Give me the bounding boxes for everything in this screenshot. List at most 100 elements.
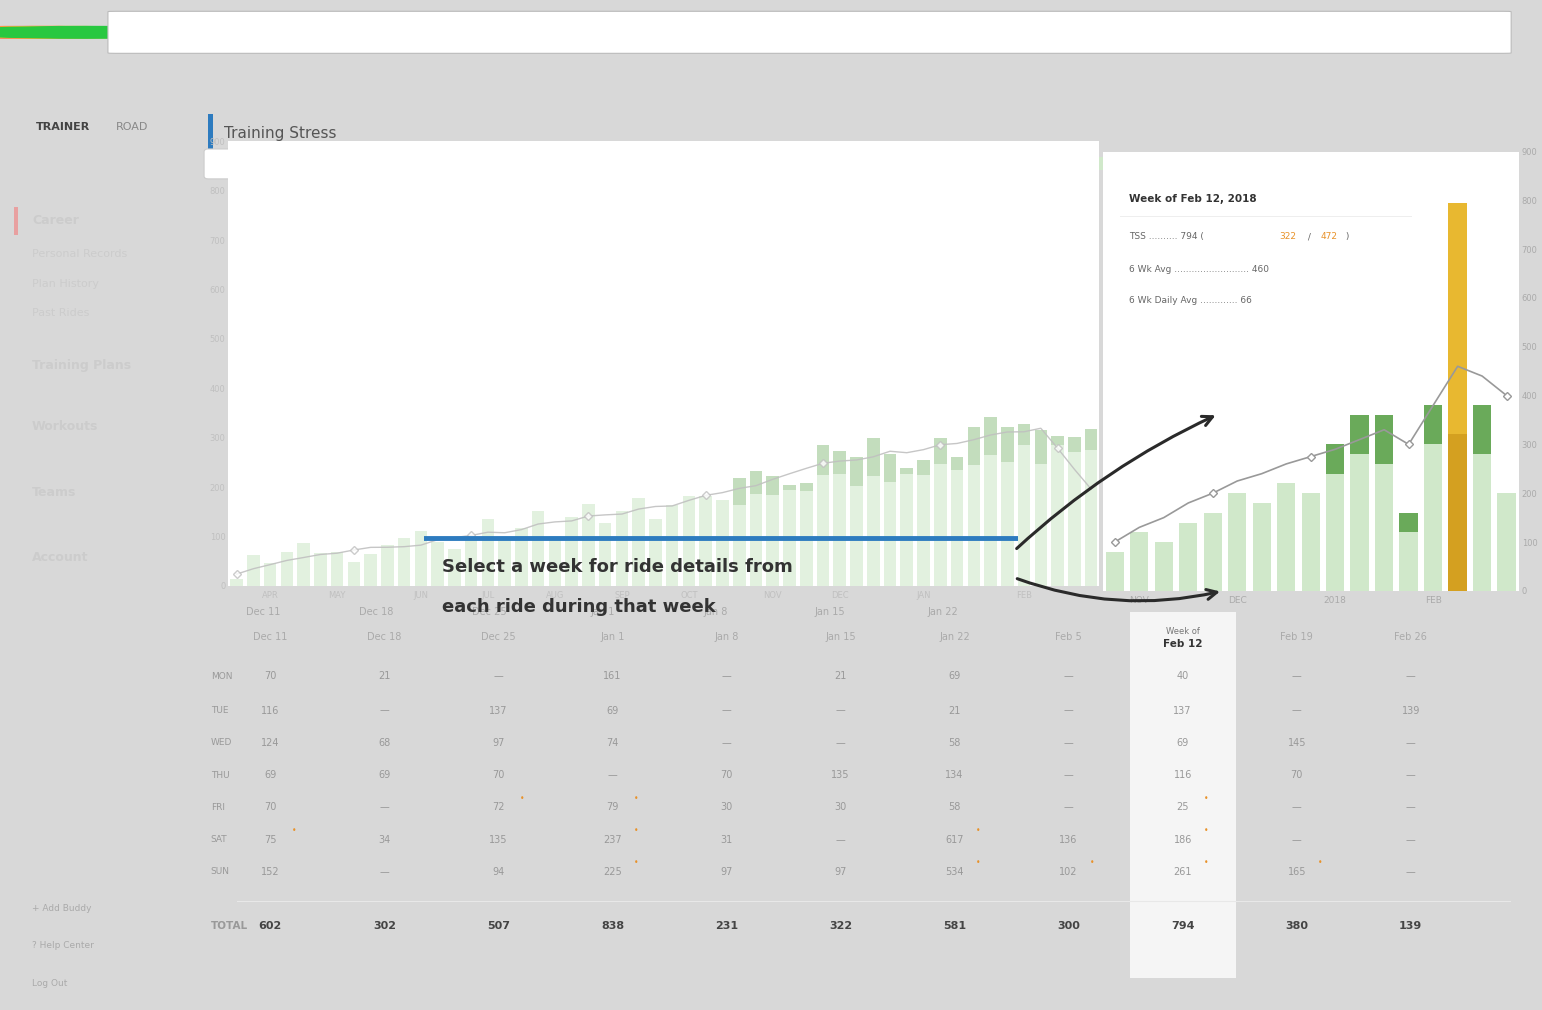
Text: 6 Wk Daily Avg ............. 66: 6 Wk Daily Avg ............. 66 — [1129, 296, 1252, 305]
Bar — [1351, 454, 1369, 591]
Bar — [332, 552, 344, 586]
Bar — [683, 496, 695, 586]
Text: —: — — [1406, 867, 1416, 877]
Text: 21: 21 — [948, 706, 961, 715]
Text: Training Stress: Training Stress — [224, 126, 336, 141]
Bar — [700, 496, 712, 586]
Text: —: — — [722, 738, 731, 747]
Circle shape — [0, 26, 225, 38]
Circle shape — [0, 26, 170, 38]
Bar — [1018, 444, 1030, 586]
Text: 507: 507 — [487, 921, 510, 930]
Bar — [984, 417, 996, 454]
Bar — [464, 539, 478, 586]
Bar — [364, 554, 376, 586]
Bar — [230, 579, 244, 586]
Text: ROAD: ROAD — [116, 122, 148, 132]
Bar — [381, 545, 393, 586]
Bar — [732, 478, 745, 505]
Bar — [549, 536, 561, 586]
Bar — [1326, 444, 1345, 474]
Bar — [1001, 427, 1013, 462]
Bar — [1423, 444, 1442, 591]
Text: 534: 534 — [945, 867, 964, 877]
Bar — [1155, 542, 1173, 591]
Text: 79: 79 — [606, 802, 618, 812]
Text: 139: 139 — [1402, 706, 1420, 715]
Text: Feb 5: Feb 5 — [1055, 632, 1082, 642]
Text: 380: 380 — [1284, 921, 1308, 930]
Bar — [850, 486, 864, 586]
Bar — [432, 541, 444, 586]
Bar — [800, 483, 813, 491]
Text: MON: MON — [211, 672, 233, 681]
Bar — [1180, 522, 1198, 591]
Text: 58: 58 — [948, 738, 961, 747]
FancyBboxPatch shape — [204, 148, 305, 179]
Bar — [951, 457, 964, 470]
Text: Career: Career — [32, 214, 79, 227]
Bar — [1204, 513, 1221, 591]
Text: 302: 302 — [373, 921, 396, 930]
Text: Jan 8: Jan 8 — [703, 607, 728, 616]
Text: Week of Feb 12, 2018: Week of Feb 12, 2018 — [1129, 194, 1257, 204]
Text: •: • — [1090, 858, 1095, 868]
Bar — [766, 476, 779, 496]
Text: Dec 18: Dec 18 — [367, 632, 401, 642]
Text: —: — — [1292, 672, 1301, 682]
Text: 97: 97 — [834, 867, 847, 877]
Text: •: • — [976, 858, 981, 868]
Text: —: — — [1064, 706, 1073, 715]
Text: + Add Buddy: + Add Buddy — [32, 904, 91, 913]
Bar — [615, 511, 628, 586]
Text: Outdoor: Outdoor — [1203, 160, 1237, 169]
Text: 69: 69 — [378, 770, 390, 780]
Text: Past Rides: Past Rides — [32, 308, 89, 317]
Bar — [917, 460, 930, 475]
Bar — [1400, 513, 1417, 532]
Text: Dec 25: Dec 25 — [481, 632, 515, 642]
Bar — [817, 445, 830, 475]
Bar — [1069, 436, 1081, 452]
Text: •: • — [634, 794, 638, 803]
Text: 136: 136 — [1059, 834, 1078, 844]
Bar — [1448, 433, 1466, 591]
Text: 124: 124 — [261, 738, 279, 747]
Bar — [1084, 429, 1098, 449]
Text: 25: 25 — [1177, 802, 1189, 812]
Text: —: — — [722, 672, 731, 682]
Text: TSS .......... 794 (: TSS .......... 794 ( — [1129, 232, 1207, 241]
Text: —: — — [836, 738, 845, 747]
Bar — [1052, 445, 1064, 586]
Text: —: — — [1064, 802, 1073, 812]
Text: Feb 19: Feb 19 — [1280, 632, 1314, 642]
Text: —: — — [1406, 770, 1416, 780]
Text: —: — — [1064, 672, 1073, 682]
Bar — [566, 516, 578, 586]
Bar — [1351, 415, 1369, 454]
Bar — [515, 528, 527, 586]
Text: 300: 300 — [1058, 921, 1079, 930]
Text: Personal Records: Personal Records — [32, 248, 128, 259]
Text: 161: 161 — [603, 672, 621, 682]
Text: 97: 97 — [492, 738, 504, 747]
Circle shape — [0, 26, 197, 38]
Text: 21: 21 — [378, 672, 390, 682]
Text: •: • — [634, 858, 638, 868]
Text: •: • — [1318, 858, 1323, 868]
Text: —: — — [1406, 738, 1416, 747]
Bar — [1093, 158, 1106, 171]
Text: Teams: Teams — [32, 486, 77, 499]
Text: Jan 15: Jan 15 — [825, 632, 856, 642]
Text: 322: 322 — [830, 921, 853, 930]
Bar — [532, 511, 544, 586]
Bar — [247, 556, 259, 586]
Bar — [1375, 415, 1394, 464]
Text: •: • — [1204, 826, 1209, 835]
Bar — [783, 490, 796, 586]
Bar — [1187, 158, 1198, 171]
Text: —: — — [1292, 834, 1301, 844]
Text: each ride during that week: each ride during that week — [443, 598, 715, 616]
Text: ? Help Center: ? Help Center — [32, 941, 94, 950]
Text: •: • — [291, 826, 296, 835]
